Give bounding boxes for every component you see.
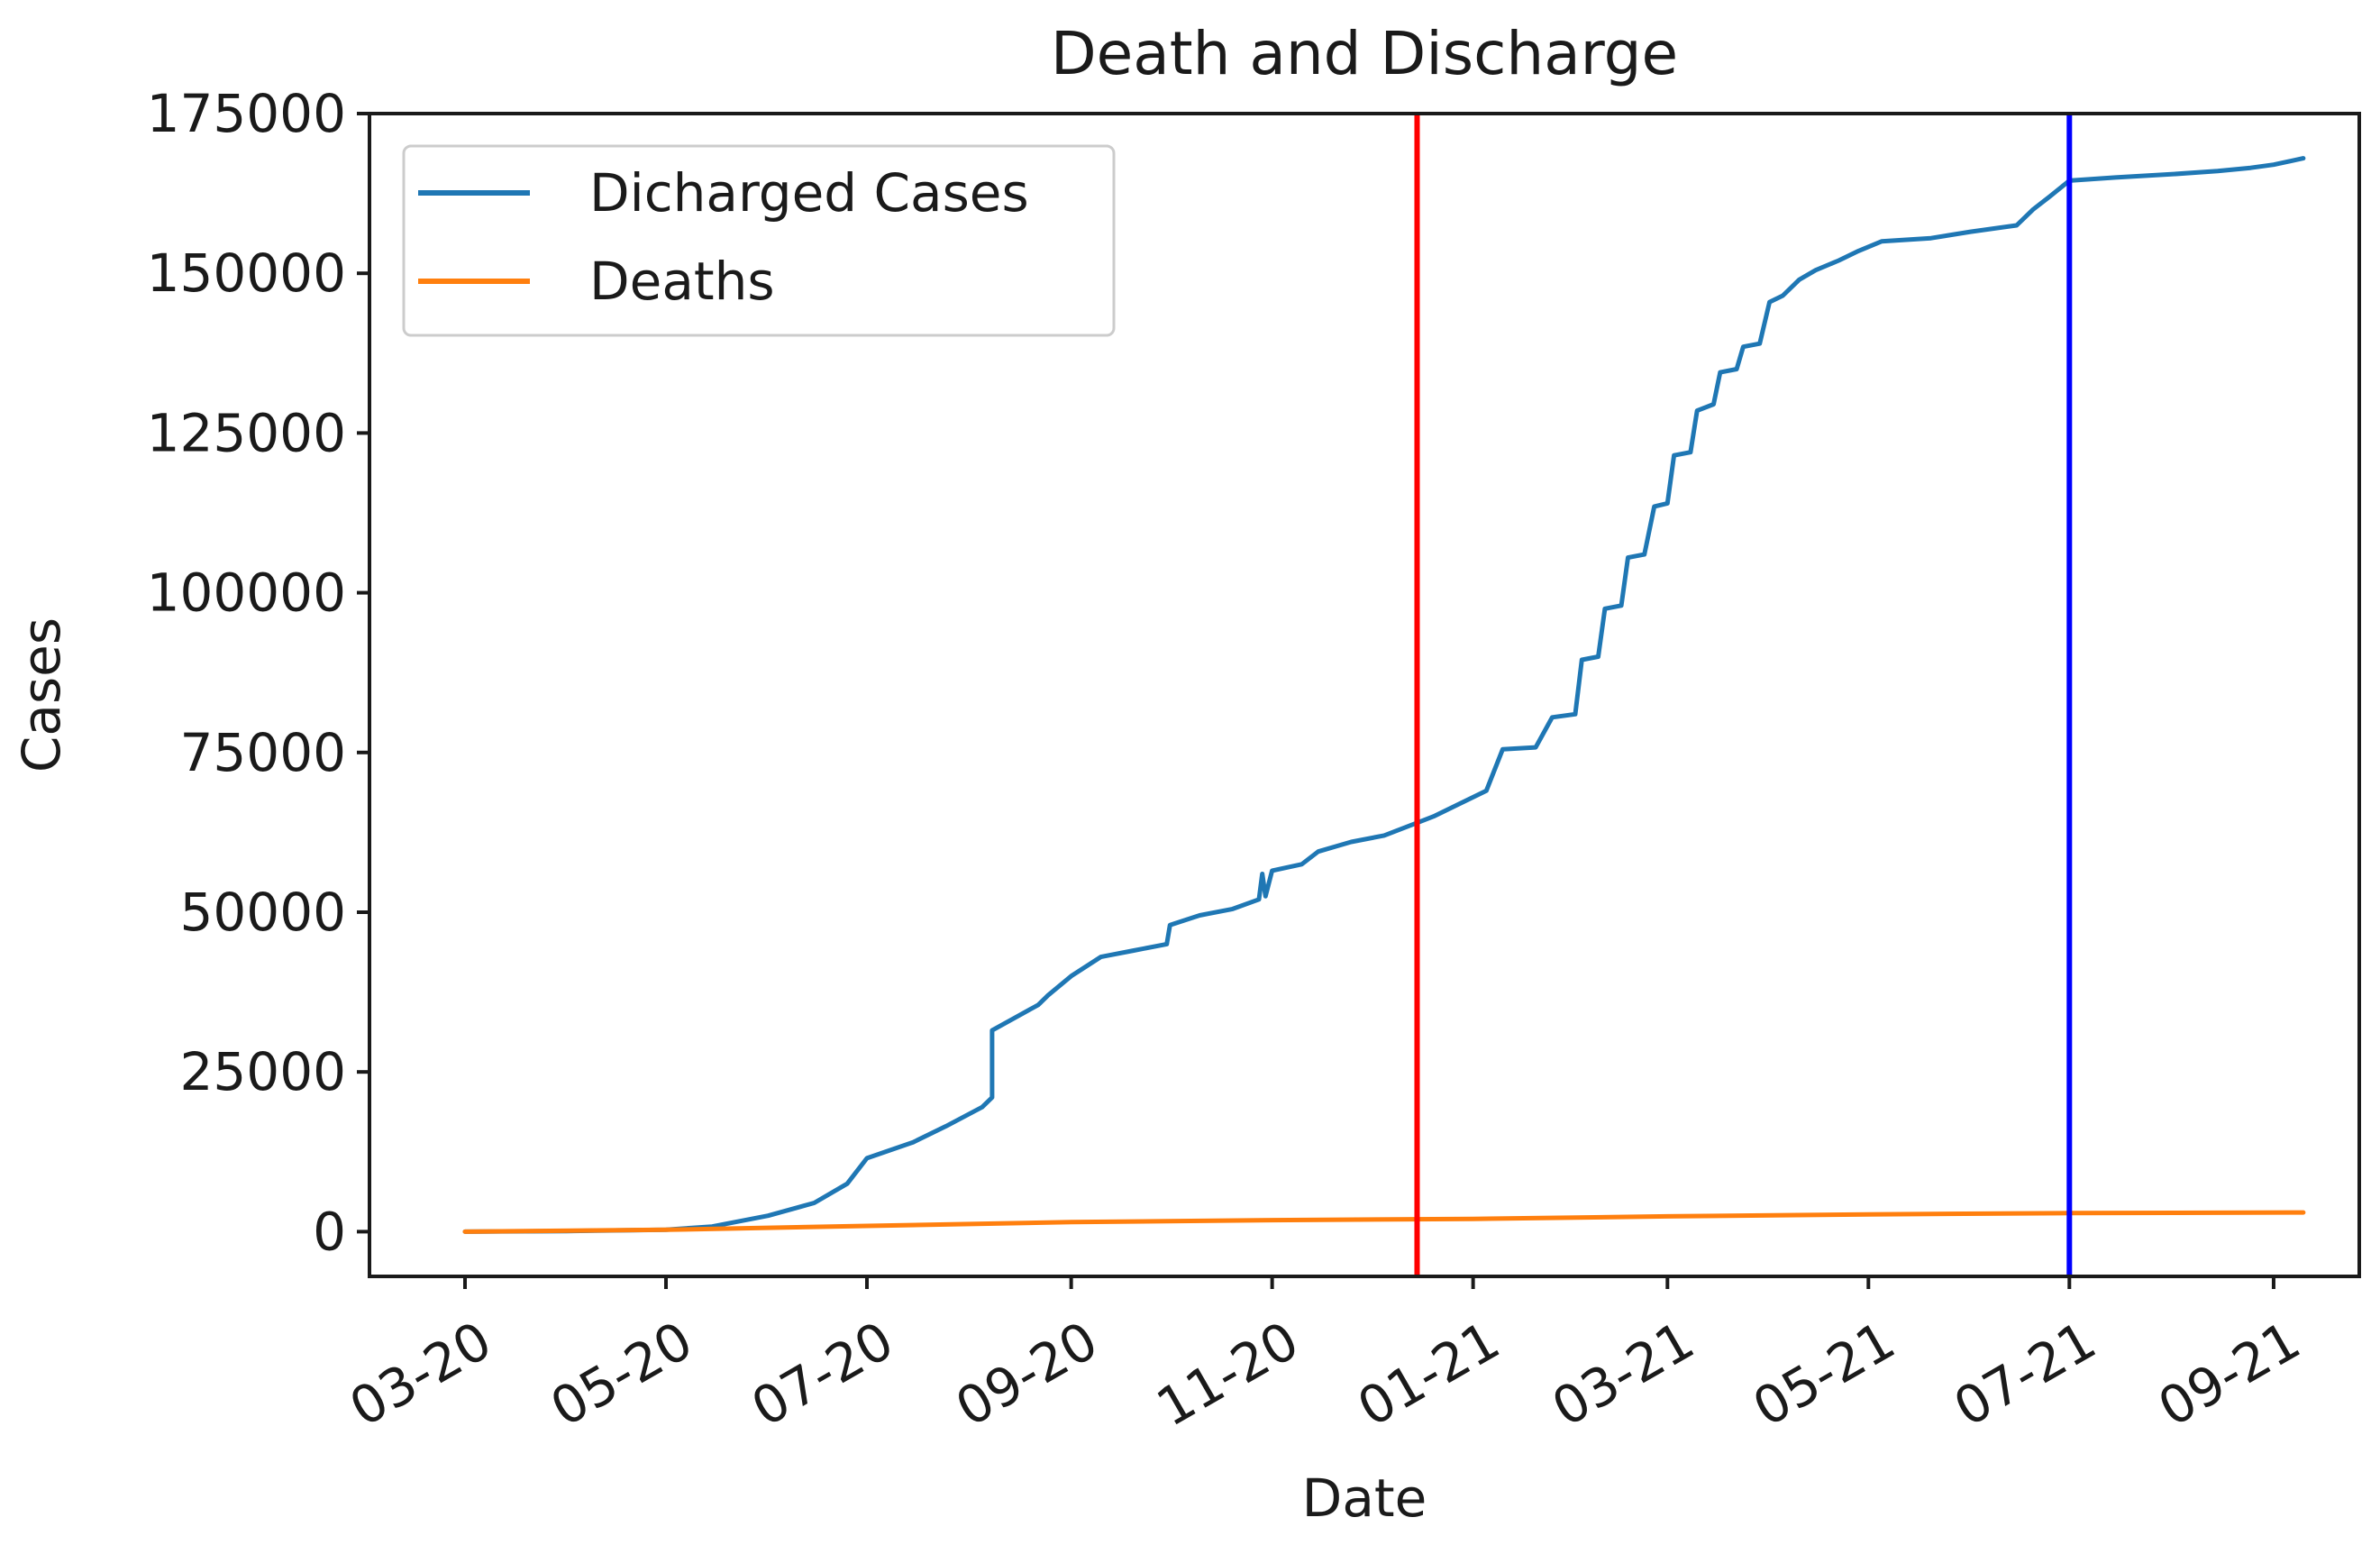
x-axis-ticks: 03-20 05-20 07-20 09-20 11-20 01-21 03-21 05-21… <box>340 1276 2311 1439</box>
x-tick-label: 07-21 <box>1944 1310 2106 1439</box>
y-tick-label: 75000 <box>179 722 346 783</box>
legend: Dicharged Cases Deaths <box>402 144 1116 337</box>
x-tick-label: 03-21 <box>1542 1310 1704 1439</box>
x-tick-label: 03-20 <box>340 1310 502 1439</box>
plot-area <box>368 112 2361 1278</box>
x-tick-label: 01-21 <box>1347 1310 1509 1439</box>
legend-box <box>402 144 1116 337</box>
y-tick-label: 0 <box>313 1201 346 1262</box>
y-axis-label: Cases <box>11 617 72 772</box>
y-tick-label: 125000 <box>147 402 346 463</box>
axes-frame <box>368 112 2361 1278</box>
y-tick-label: 150000 <box>147 242 346 304</box>
x-tick-label: 11-20 <box>1146 1310 1309 1439</box>
series-line-deaths <box>462 1210 2306 1234</box>
series-layer <box>462 156 2306 1234</box>
x-tick-label: 09-20 <box>945 1310 1108 1439</box>
x-tick-label: 05-21 <box>1743 1310 1905 1439</box>
x-axis-label: Date <box>1302 1467 1427 1529</box>
x-tick-label: 09-21 <box>2148 1310 2311 1439</box>
x-tick-label: 07-20 <box>742 1310 904 1439</box>
vertical-lines-layer <box>1414 114 2073 1276</box>
y-axis-ticks: 0 25000 50000 75000 100000 125000 150000 175000 <box>147 83 369 1262</box>
chart-title: Death and Discharge <box>1051 19 1678 88</box>
y-tick-label: 175000 <box>147 83 346 144</box>
legend-label-dicharged-cases: Dicharged Cases <box>589 162 1029 224</box>
legend-label-deaths: Deaths <box>589 251 775 312</box>
y-tick-label: 100000 <box>147 562 346 624</box>
y-tick-label: 50000 <box>179 882 346 943</box>
y-tick-label: 25000 <box>179 1041 346 1102</box>
series-line-dicharged-cases <box>462 156 2306 1234</box>
x-tick-label: 05-20 <box>541 1310 703 1439</box>
